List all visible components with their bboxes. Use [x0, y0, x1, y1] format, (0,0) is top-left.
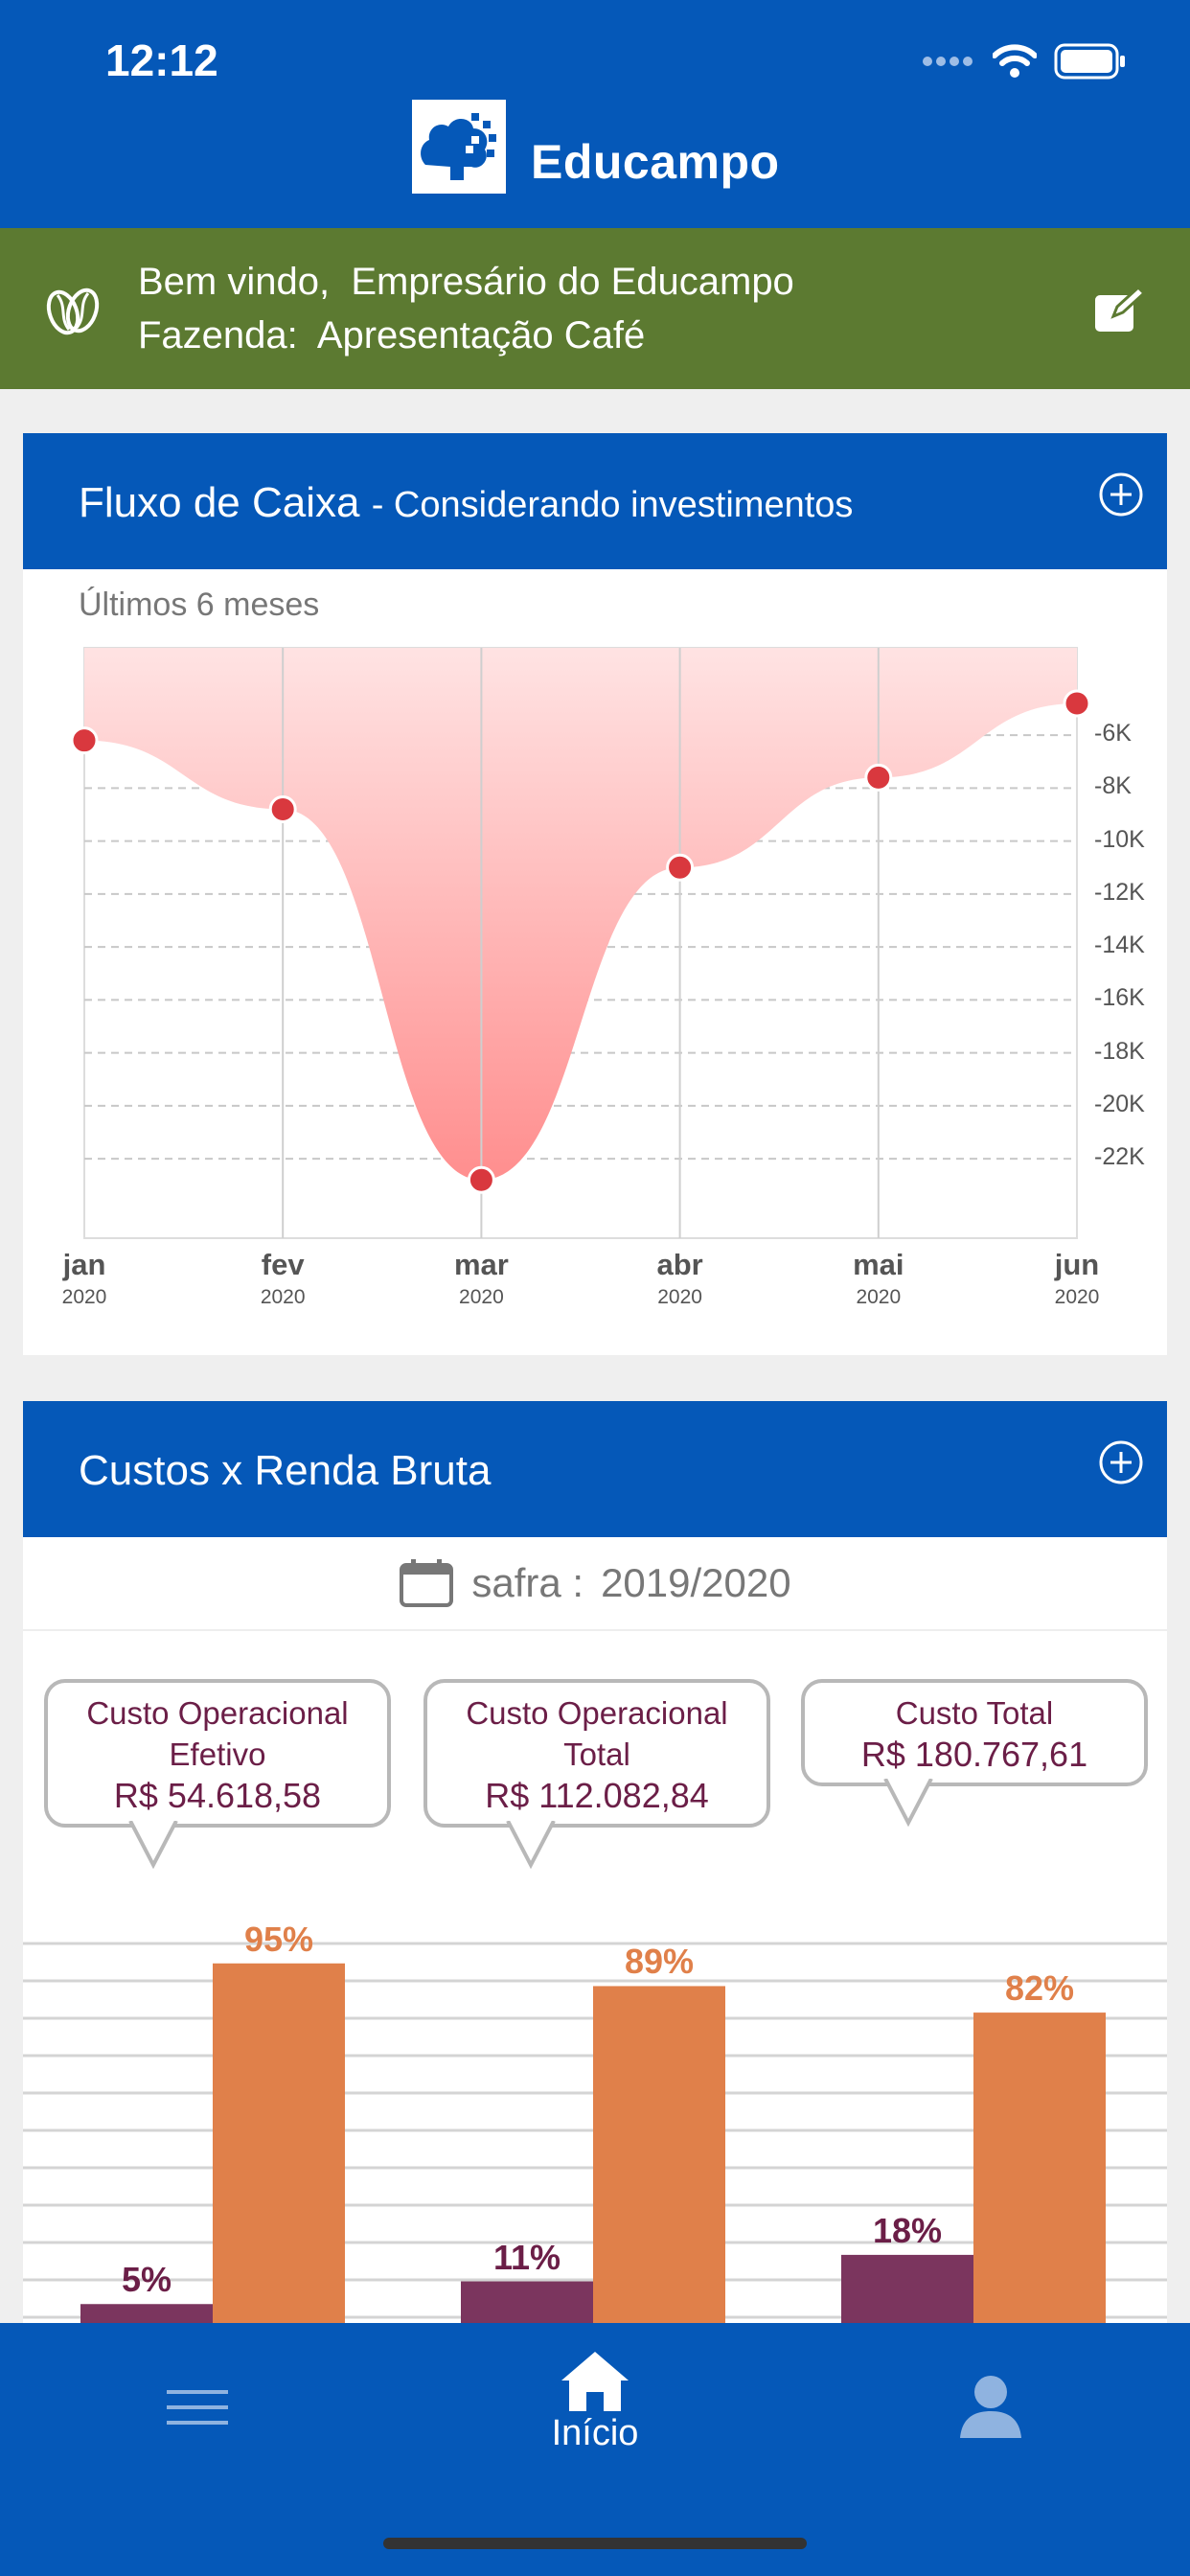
- expand-cashflow-plus-icon[interactable]: [1098, 472, 1144, 518]
- cost-label-line1: Custo Operacional: [466, 1695, 728, 1731]
- y-tick-label: -22K: [1094, 1143, 1145, 1171]
- cost-label-line2: Total: [563, 1736, 630, 1772]
- expand-costs-plus-icon[interactable]: [1098, 1439, 1144, 1485]
- bar-cost-share[interactable]: [841, 2254, 973, 2323]
- x-tick-month: jun: [1054, 1248, 1100, 1281]
- cashflow-point[interactable]: [70, 726, 99, 755]
- bubble-tail-ct: [883, 1779, 933, 1827]
- bubble-tails: [128, 1821, 556, 1869]
- x-tick-month: fev: [261, 1248, 305, 1281]
- costs-bar-chart: [23, 1942, 1167, 2323]
- x-tick-month: jan: [62, 1248, 106, 1281]
- cashflow-point[interactable]: [268, 795, 297, 824]
- cashflow-title-main: Fluxo de Caixa: [79, 479, 360, 526]
- cashflow-point[interactable]: [1063, 689, 1091, 718]
- cost-value: R$ 180.767,61: [860, 1735, 1088, 1774]
- bar-value-label: 5%: [121, 2260, 172, 2300]
- status-time: 12:12: [105, 35, 218, 85]
- y-tick-label: -10K: [1094, 825, 1145, 853]
- brand-name: Educampo: [531, 135, 780, 189]
- y-tick-label: -14K: [1094, 932, 1145, 959]
- welcome-line: Bem vindo, Empresário do Educampo: [138, 261, 794, 304]
- x-tick-year: 2020: [260, 1286, 306, 1308]
- x-tick-year: 2020: [1054, 1286, 1100, 1308]
- edit-icon[interactable]: [1092, 286, 1146, 335]
- season-selector[interactable]: safra : 2019/2020: [23, 1537, 1167, 1631]
- wifi-icon: [993, 44, 1037, 78]
- costs-card-header: Custos x Renda Bruta: [23, 1401, 1167, 1537]
- status-icons: [922, 42, 1127, 80]
- farm-name: Apresentação Café: [316, 314, 646, 356]
- profile-icon[interactable]: [956, 2371, 1025, 2440]
- bar-value-label: 89%: [624, 1942, 695, 1982]
- cost-value: R$ 112.082,84: [485, 1776, 709, 1815]
- y-tick-label: -20K: [1094, 1090, 1145, 1117]
- cashflow-point[interactable]: [666, 853, 695, 882]
- welcome-banner: Bem vindo, Empresário do Educampo Fazend…: [0, 228, 1190, 389]
- season-value: 2019/2020: [601, 1560, 791, 1605]
- cost-label-line1: Custo Operacional: [86, 1695, 349, 1731]
- farm-label: Fazenda:: [138, 314, 298, 356]
- x-tick-year: 2020: [61, 1286, 107, 1308]
- cost-label-line1: Custo Total: [895, 1695, 1054, 1731]
- bar-value-label: 82%: [1004, 1968, 1075, 2009]
- app-header: [0, 0, 1190, 228]
- x-tick-month: mar: [453, 1248, 509, 1281]
- tab-home-label[interactable]: Início: [551, 2413, 639, 2453]
- bar-income-share[interactable]: [973, 2012, 1106, 2323]
- bar-income-share[interactable]: [213, 1963, 345, 2323]
- cashflow-point[interactable]: [864, 763, 893, 792]
- cost-bubble-cot: Custo Operacional Total R$ 112.082,84: [423, 1679, 770, 1828]
- cost-bubble-ct: Custo Total R$ 180.767,61: [801, 1679, 1148, 1786]
- y-tick-label: -16K: [1094, 984, 1145, 1012]
- y-tick-label: -18K: [1094, 1037, 1145, 1065]
- cashflow-area: [84, 648, 1077, 1181]
- x-tick-year: 2020: [459, 1286, 504, 1308]
- period-label: Últimos 6 meses: [79, 586, 320, 623]
- x-tick-month: mai: [853, 1248, 904, 1281]
- menu-icon[interactable]: [167, 2388, 228, 2426]
- farm-line: Fazenda: Apresentação Café: [138, 314, 645, 357]
- home-icon[interactable]: [560, 2350, 630, 2413]
- cashflow-card-header: Fluxo de Caixa - Considerando investimen…: [23, 433, 1167, 569]
- logo-mark-icon: [412, 100, 506, 194]
- bar-cost-share[interactable]: [80, 2304, 213, 2323]
- costs-title: Custos x Renda Bruta: [79, 1447, 492, 1494]
- cost-label-line2: Efetivo: [169, 1736, 266, 1772]
- y-tick-label: -12K: [1094, 878, 1145, 906]
- x-tick-month: abr: [656, 1248, 703, 1281]
- cashflow-subtitle: - Considerando investimentos: [371, 485, 854, 525]
- bar-value-label: 11%: [492, 2237, 561, 2277]
- coffee-bean-icon: [46, 288, 100, 335]
- bar-cost-share[interactable]: [461, 2281, 593, 2323]
- battery-icon: [1054, 43, 1125, 80]
- cashflow-chart: [70, 647, 1091, 1239]
- calendar-icon: [400, 1559, 454, 1607]
- bar-value-label: 18%: [872, 2210, 943, 2250]
- signal-icon: [923, 57, 973, 66]
- bar-income-share[interactable]: [593, 1986, 725, 2323]
- y-tick-label: -8K: [1094, 772, 1132, 800]
- bar-value-label: 95%: [243, 1919, 314, 1959]
- cost-bubble-cof: Custo Operacional Efetivo R$ 54.618,58: [44, 1679, 391, 1828]
- greeting-label: Bem vindo,: [138, 261, 331, 303]
- cashflow-point[interactable]: [467, 1165, 495, 1194]
- season-label: safra :: [471, 1560, 584, 1605]
- cost-value: R$ 54.618,58: [113, 1776, 322, 1815]
- x-tick-year: 2020: [856, 1286, 902, 1308]
- brand-logo: Educampo: [412, 100, 780, 194]
- home-indicator: [383, 2538, 807, 2549]
- user-name: Empresário do Educampo: [351, 261, 794, 303]
- cashflow-title: Fluxo de Caixa - Considerando investimen…: [79, 479, 853, 527]
- x-tick-year: 2020: [657, 1286, 702, 1308]
- y-tick-label: -6K: [1094, 720, 1132, 748]
